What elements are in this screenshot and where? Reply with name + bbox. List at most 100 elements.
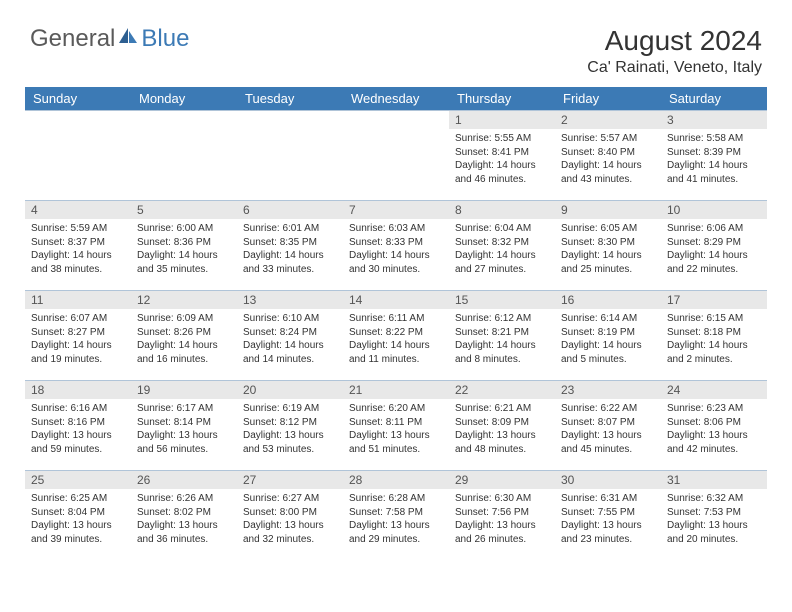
month-title: August 2024 (587, 25, 762, 57)
calendar-cell: 25Sunrise: 6:25 AMSunset: 8:04 PMDayligh… (25, 471, 131, 561)
day-details: Sunrise: 6:03 AMSunset: 8:33 PMDaylight:… (343, 219, 449, 279)
sunrise-line: Sunrise: 6:07 AM (31, 312, 125, 326)
sunrise-line: Sunrise: 6:14 AM (561, 312, 655, 326)
calendar-cell (237, 111, 343, 201)
daylight-line: Daylight: 14 hours and 43 minutes. (561, 159, 655, 186)
sunrise-line: Sunrise: 5:55 AM (455, 132, 549, 146)
sunrise-line: Sunrise: 6:04 AM (455, 222, 549, 236)
calendar-cell: 29Sunrise: 6:30 AMSunset: 7:56 PMDayligh… (449, 471, 555, 561)
sunrise-line: Sunrise: 6:30 AM (455, 492, 549, 506)
sunset-line: Sunset: 8:32 PM (455, 236, 549, 250)
sunrise-line: Sunrise: 6:01 AM (243, 222, 337, 236)
calendar-cell: 3Sunrise: 5:58 AMSunset: 8:39 PMDaylight… (661, 111, 767, 201)
sunrise-line: Sunrise: 6:00 AM (137, 222, 231, 236)
sunset-line: Sunset: 8:37 PM (31, 236, 125, 250)
day-details: Sunrise: 6:26 AMSunset: 8:02 PMDaylight:… (131, 489, 237, 549)
calendar-cell: 2Sunrise: 5:57 AMSunset: 8:40 PMDaylight… (555, 111, 661, 201)
sunset-line: Sunset: 8:40 PM (561, 146, 655, 160)
day-header-wednesday: Wednesday (343, 87, 449, 111)
daylight-line: Daylight: 14 hours and 5 minutes. (561, 339, 655, 366)
day-number: 4 (25, 201, 131, 219)
sunset-line: Sunset: 8:11 PM (349, 416, 443, 430)
daylight-line: Daylight: 14 hours and 38 minutes. (31, 249, 125, 276)
sunrise-line: Sunrise: 6:27 AM (243, 492, 337, 506)
calendar-cell: 10Sunrise: 6:06 AMSunset: 8:29 PMDayligh… (661, 201, 767, 291)
sunset-line: Sunset: 8:07 PM (561, 416, 655, 430)
day-number: 19 (131, 381, 237, 399)
daylight-line: Daylight: 13 hours and 42 minutes. (667, 429, 761, 456)
calendar-cell: 6Sunrise: 6:01 AMSunset: 8:35 PMDaylight… (237, 201, 343, 291)
logo-text-general: General (30, 25, 115, 53)
daylight-line: Daylight: 13 hours and 26 minutes. (455, 519, 549, 546)
day-number: 14 (343, 291, 449, 309)
day-details: Sunrise: 6:30 AMSunset: 7:56 PMDaylight:… (449, 489, 555, 549)
calendar-cell (25, 111, 131, 201)
calendar-cell: 16Sunrise: 6:14 AMSunset: 8:19 PMDayligh… (555, 291, 661, 381)
daylight-line: Daylight: 13 hours and 32 minutes. (243, 519, 337, 546)
calendar-cell (131, 111, 237, 201)
sunrise-line: Sunrise: 6:31 AM (561, 492, 655, 506)
sunrise-line: Sunrise: 6:19 AM (243, 402, 337, 416)
day-details: Sunrise: 6:27 AMSunset: 8:00 PMDaylight:… (237, 489, 343, 549)
daylight-line: Daylight: 14 hours and 22 minutes. (667, 249, 761, 276)
calendar-cell: 5Sunrise: 6:00 AMSunset: 8:36 PMDaylight… (131, 201, 237, 291)
day-details: Sunrise: 5:55 AMSunset: 8:41 PMDaylight:… (449, 129, 555, 189)
day-details: Sunrise: 6:23 AMSunset: 8:06 PMDaylight:… (661, 399, 767, 459)
day-number: 3 (661, 111, 767, 129)
sunrise-line: Sunrise: 6:23 AM (667, 402, 761, 416)
day-number: 18 (25, 381, 131, 399)
calendar-body: 1Sunrise: 5:55 AMSunset: 8:41 PMDaylight… (25, 111, 767, 561)
calendar-cell: 4Sunrise: 5:59 AMSunset: 8:37 PMDaylight… (25, 201, 131, 291)
day-details: Sunrise: 6:11 AMSunset: 8:22 PMDaylight:… (343, 309, 449, 369)
day-details: Sunrise: 6:15 AMSunset: 8:18 PMDaylight:… (661, 309, 767, 369)
day-number: 2 (555, 111, 661, 129)
day-number: 23 (555, 381, 661, 399)
day-number: 26 (131, 471, 237, 489)
calendar-cell: 19Sunrise: 6:17 AMSunset: 8:14 PMDayligh… (131, 381, 237, 471)
day-header-saturday: Saturday (661, 87, 767, 111)
sunrise-line: Sunrise: 6:06 AM (667, 222, 761, 236)
calendar-cell: 31Sunrise: 6:32 AMSunset: 7:53 PMDayligh… (661, 471, 767, 561)
day-number: 30 (555, 471, 661, 489)
day-number: 20 (237, 381, 343, 399)
calendar-cell: 7Sunrise: 6:03 AMSunset: 8:33 PMDaylight… (343, 201, 449, 291)
day-number: 1 (449, 111, 555, 129)
daylight-line: Daylight: 13 hours and 45 minutes. (561, 429, 655, 456)
day-details: Sunrise: 6:10 AMSunset: 8:24 PMDaylight:… (237, 309, 343, 369)
title-area: August 2024 Ca' Rainati, Veneto, Italy (587, 25, 762, 77)
sunset-line: Sunset: 8:41 PM (455, 146, 549, 160)
calendar-table: Sunday Monday Tuesday Wednesday Thursday… (25, 87, 767, 561)
location-label: Ca' Rainati, Veneto, Italy (587, 59, 762, 77)
day-details: Sunrise: 6:09 AMSunset: 8:26 PMDaylight:… (131, 309, 237, 369)
day-number: 6 (237, 201, 343, 219)
daylight-line: Daylight: 13 hours and 23 minutes. (561, 519, 655, 546)
calendar-row: 11 Sunrise: 6:07 AMSunset: 8:27 PM Dayligh… (25, 291, 767, 381)
sunrise-line: Sunrise: 6:21 AM (455, 402, 549, 416)
day-details: Sunrise: 5:59 AMSunset: 8:37 PMDaylight:… (25, 219, 131, 279)
calendar-cell: 17Sunrise: 6:15 AMSunset: 8:18 PMDayligh… (661, 291, 767, 381)
day-number: 8 (449, 201, 555, 219)
sunset-line: Sunset: 8:33 PM (349, 236, 443, 250)
sunrise-line: Sunrise: 6:17 AM (137, 402, 231, 416)
sunrise-line: Sunrise: 6:12 AM (455, 312, 549, 326)
daylight-line: Daylight: 13 hours and 29 minutes. (349, 519, 443, 546)
sunset-line: Sunset: 8:02 PM (137, 506, 231, 520)
sunset-line: Sunset: 8:27 PM (31, 326, 125, 340)
sunrise-line: Sunrise: 6:05 AM (561, 222, 655, 236)
logo-text-blue: Blue (141, 25, 189, 53)
sunrise-line: Sunrise: 6:09 AM (137, 312, 231, 326)
day-number: 21 (343, 381, 449, 399)
day-header-sunday: Sunday (25, 87, 131, 111)
sunrise-line: Sunrise: 6:26 AM (137, 492, 231, 506)
day-number: 7 (343, 201, 449, 219)
calendar-cell: 13Sunrise: 6:10 AMSunset: 8:24 PMDayligh… (237, 291, 343, 381)
sunset-line: Sunset: 8:35 PM (243, 236, 337, 250)
calendar-cell: 12Sunrise: 6:09 AMSunset: 8:26 PMDayligh… (131, 291, 237, 381)
daylight-line: Daylight: 13 hours and 53 minutes. (243, 429, 337, 456)
calendar-cell: 14Sunrise: 6:11 AMSunset: 8:22 PMDayligh… (343, 291, 449, 381)
day-details: Sunrise: 6:14 AMSunset: 8:19 PMDaylight:… (555, 309, 661, 369)
sunrise-line: Sunrise: 6:22 AM (561, 402, 655, 416)
calendar-cell: 28Sunrise: 6:28 AMSunset: 7:58 PMDayligh… (343, 471, 449, 561)
calendar-cell: 9Sunrise: 6:05 AMSunset: 8:30 PMDaylight… (555, 201, 661, 291)
day-number: 11 (25, 291, 131, 309)
